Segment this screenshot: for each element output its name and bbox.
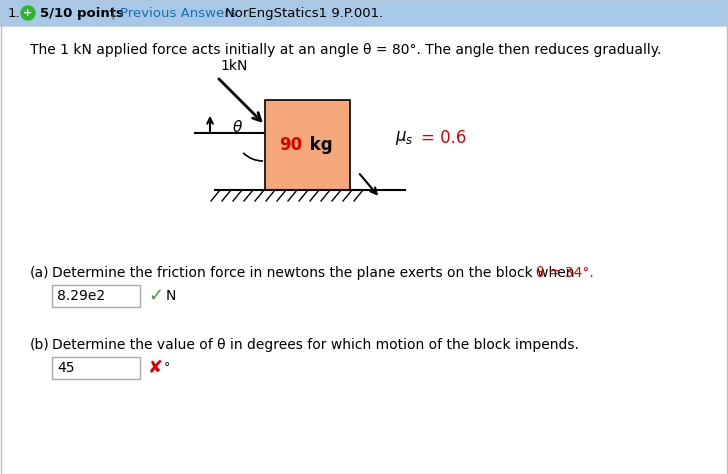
Text: Previous Answers: Previous Answers — [120, 7, 237, 19]
Text: |: | — [110, 7, 114, 19]
Text: = 0.6: = 0.6 — [421, 129, 467, 147]
Text: °: ° — [164, 362, 170, 374]
Bar — [52, 357, 140, 379]
Text: 8.29e2: 8.29e2 — [57, 289, 105, 303]
Text: 5/10 points: 5/10 points — [40, 7, 124, 19]
Text: (b): (b) — [30, 338, 50, 352]
Text: Determine the value of θ in degrees for which motion of the block impends.: Determine the value of θ in degrees for … — [52, 338, 579, 352]
Bar — [0, 0, 728, 26]
Text: ✘: ✘ — [148, 359, 163, 377]
Text: kg: kg — [304, 136, 332, 154]
Text: The 1 kN applied force acts initially at an angle θ = 80°. The angle then reduce: The 1 kN applied force acts initially at… — [30, 43, 661, 57]
Text: (a): (a) — [30, 266, 50, 280]
Text: NorEngStatics1 9.P.001.: NorEngStatics1 9.P.001. — [225, 7, 383, 19]
Bar — [265, 100, 350, 190]
Text: θ: θ — [232, 119, 242, 135]
Circle shape — [21, 6, 35, 20]
Text: 90: 90 — [280, 136, 303, 154]
Text: θ = 34°.: θ = 34°. — [536, 266, 594, 280]
Text: $\mu_s$: $\mu_s$ — [395, 129, 414, 147]
Text: 45: 45 — [57, 361, 74, 375]
Text: N: N — [166, 289, 176, 303]
Text: ✓: ✓ — [148, 287, 163, 305]
Text: 1kN: 1kN — [221, 59, 248, 73]
Text: +: + — [23, 8, 33, 18]
Text: 1.: 1. — [8, 7, 20, 19]
Bar — [52, 285, 140, 307]
Text: Determine the friction force in newtons the plane exerts on the block when: Determine the friction force in newtons … — [52, 266, 579, 280]
